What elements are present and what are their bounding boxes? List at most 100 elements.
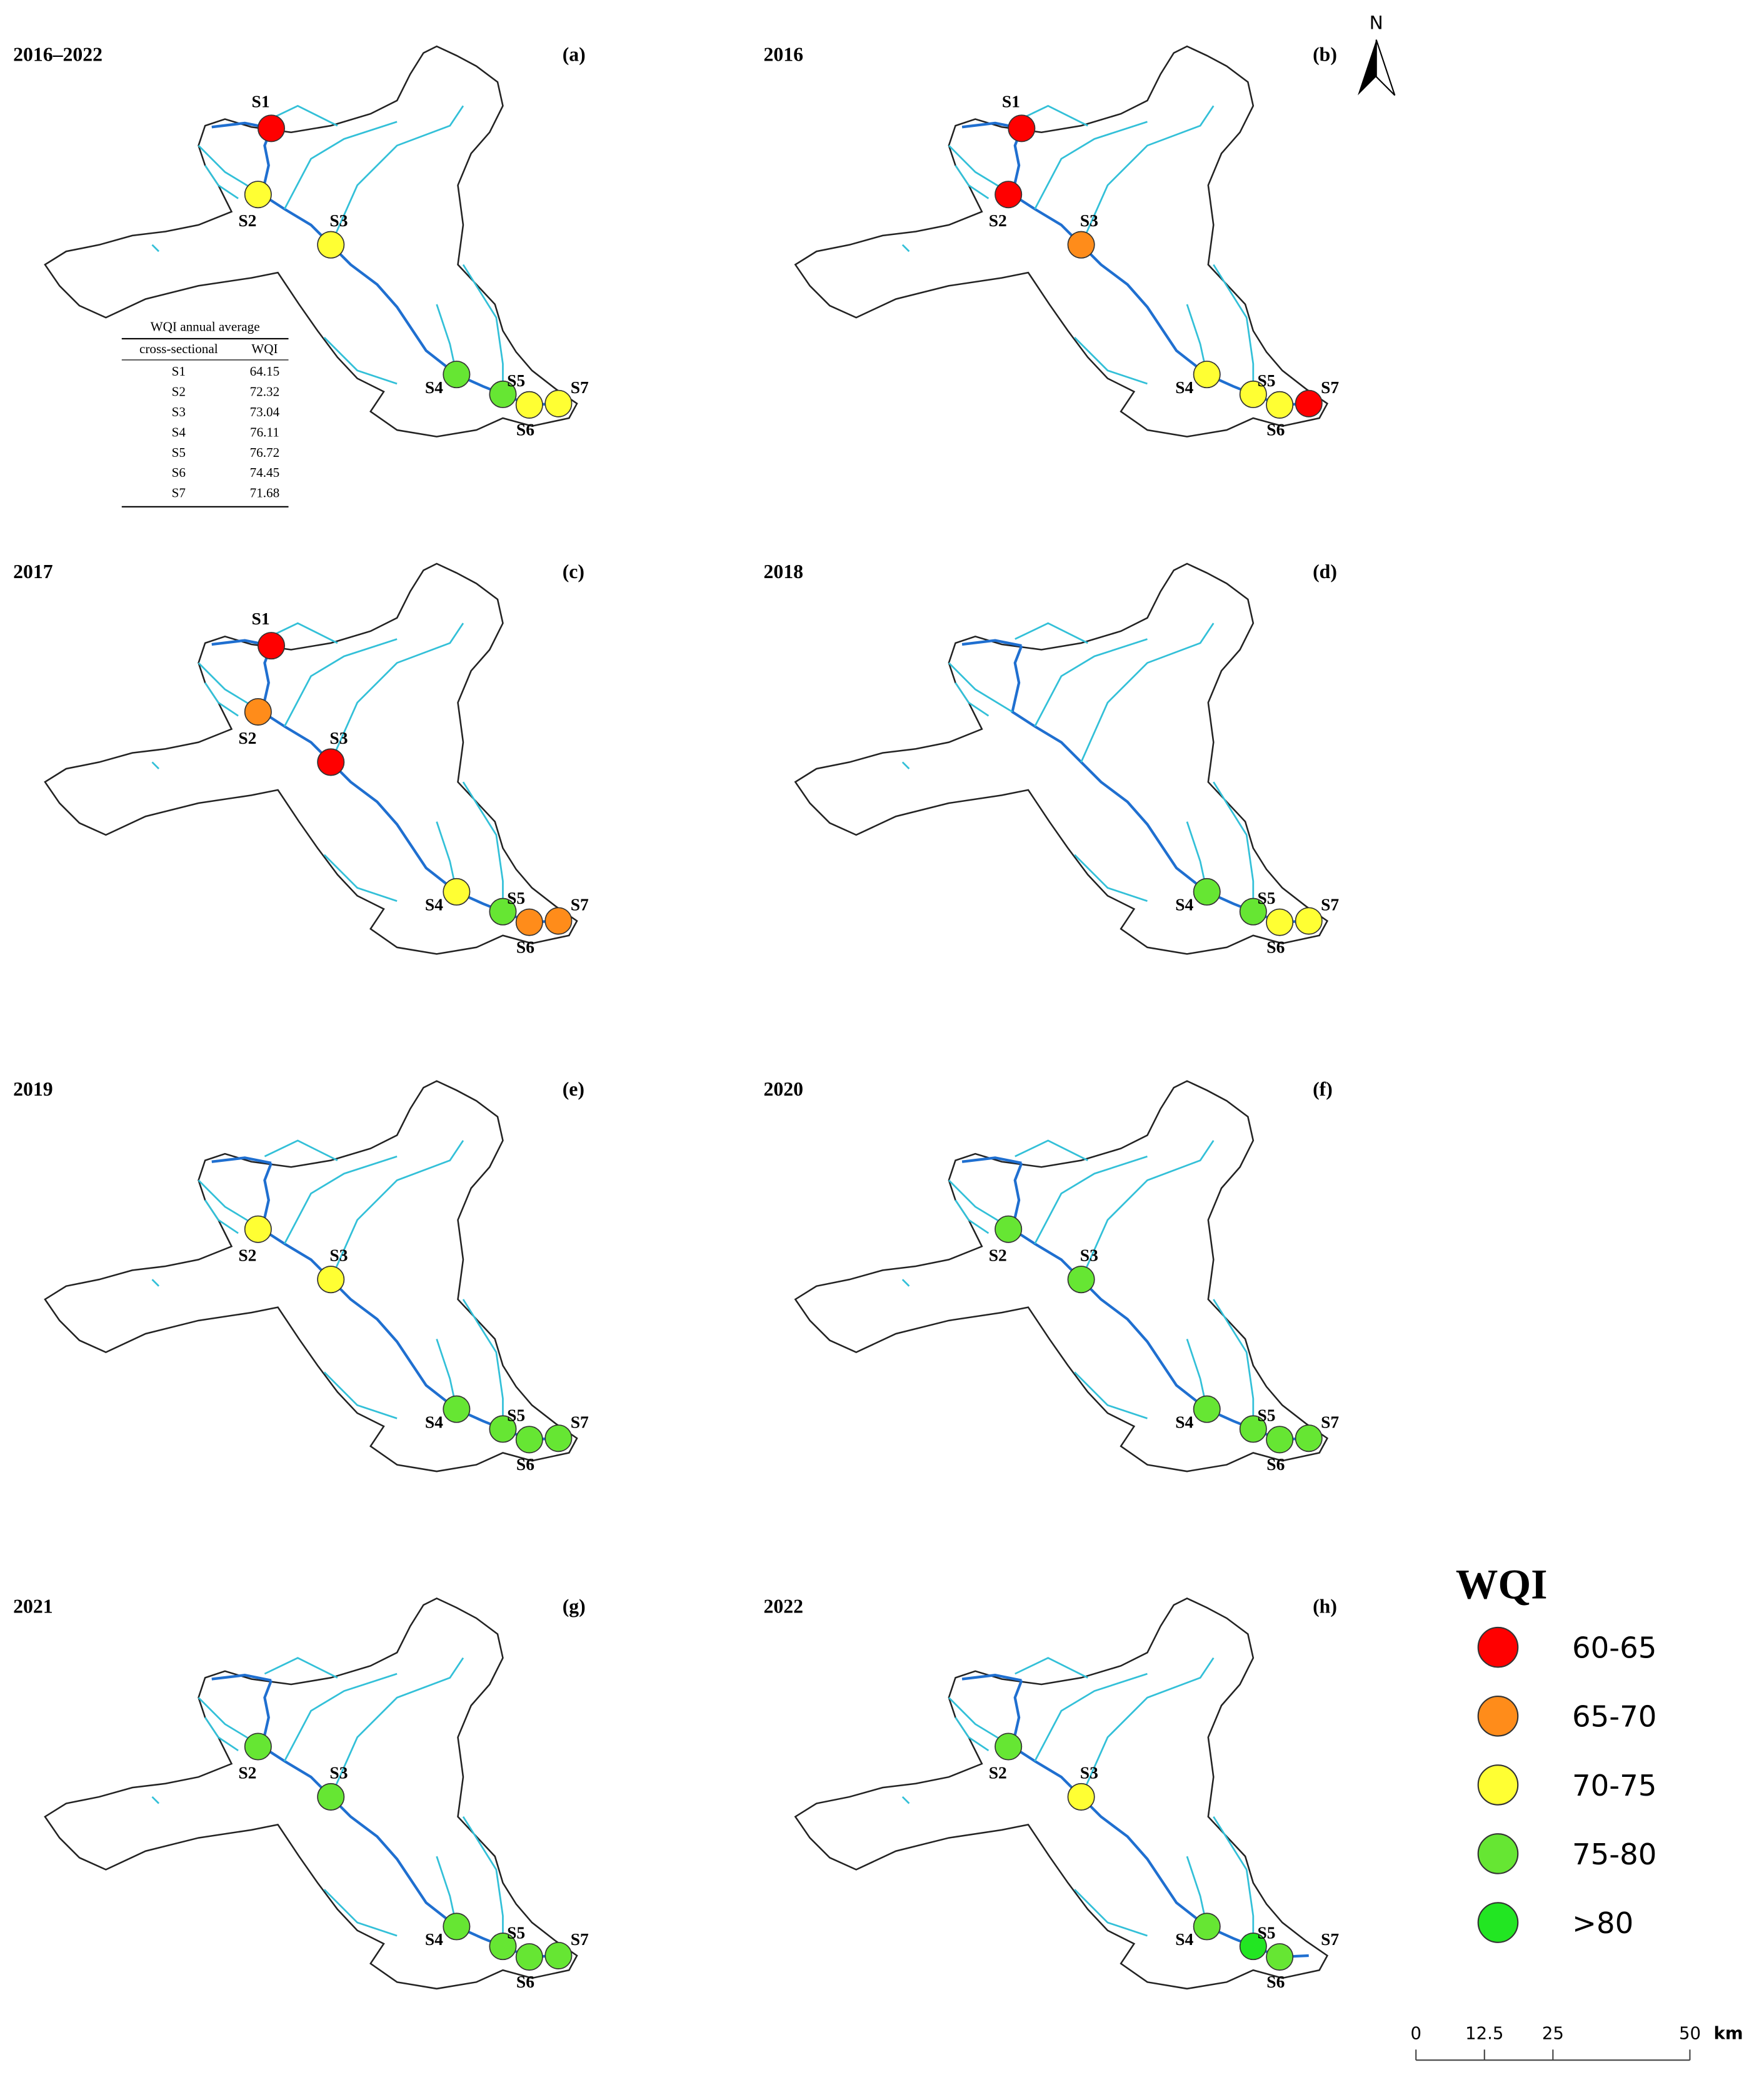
table-cell: S3 xyxy=(172,404,186,419)
legend-label: >80 xyxy=(1572,1906,1633,1940)
station-marker xyxy=(443,1395,471,1423)
station-marker xyxy=(489,1932,517,1961)
legend-swatch xyxy=(1477,1902,1519,1943)
station-marker xyxy=(257,632,286,660)
station-marker xyxy=(995,181,1023,209)
station-marker xyxy=(515,1943,543,1971)
table-header: WQI xyxy=(251,341,278,356)
table-cell: S5 xyxy=(172,445,186,460)
station-marker xyxy=(1239,1932,1267,1961)
station-marker xyxy=(489,898,517,926)
legend-label: 75-80 xyxy=(1572,1838,1656,1871)
station-marker xyxy=(1193,361,1221,389)
basin-map xyxy=(795,1598,1327,1989)
station-label: S4 xyxy=(425,1412,443,1431)
station-marker xyxy=(1239,898,1267,926)
station-label: S4 xyxy=(425,895,443,914)
basin-map xyxy=(795,564,1327,954)
station-label: S1 xyxy=(252,91,270,111)
north-arrow-right xyxy=(1375,39,1396,96)
north-label: N xyxy=(1370,12,1383,34)
panel-year: 2019 xyxy=(13,1078,53,1100)
panel-letter: (e) xyxy=(563,1078,584,1100)
panel-year: 2016–2022 xyxy=(13,43,103,65)
table-cell: S2 xyxy=(172,384,186,399)
station-label: S5 xyxy=(507,1406,525,1425)
scale-label: 25 xyxy=(1542,2023,1564,2043)
panel-letter: (f) xyxy=(1313,1078,1333,1100)
station-label: S7 xyxy=(1321,1412,1339,1431)
station-label: S3 xyxy=(1080,211,1098,230)
station-label: S6 xyxy=(1266,937,1285,956)
table-cell: S1 xyxy=(172,364,186,379)
station-label: S1 xyxy=(252,609,270,628)
station-marker xyxy=(1193,1912,1221,1941)
panel-year: 2022 xyxy=(764,1596,804,1618)
station-marker xyxy=(515,1426,543,1454)
station-label: S5 xyxy=(1257,1922,1275,1942)
map-panel: 2019 (e) S2 S3 S4 S5 S6 S7 xyxy=(13,1078,589,1474)
station-label: S7 xyxy=(1321,895,1339,914)
station-marker xyxy=(995,1215,1023,1243)
station-marker xyxy=(544,907,573,935)
north-arrow: N xyxy=(1358,12,1396,96)
basin-map xyxy=(795,46,1327,437)
station-marker xyxy=(1008,114,1036,142)
panel-letter: (a) xyxy=(563,43,586,65)
panel-year: 2021 xyxy=(13,1596,53,1618)
station-label: S2 xyxy=(989,1246,1007,1265)
map-panel: 2018 (d) S4 S5 S6 S7 xyxy=(764,561,1340,956)
legend-swatch xyxy=(1477,1626,1519,1668)
legend-label: 70-75 xyxy=(1572,1769,1656,1802)
station-label: S2 xyxy=(989,211,1007,230)
station-marker xyxy=(244,181,272,209)
station-label: S7 xyxy=(571,895,589,914)
station-label: S7 xyxy=(571,1412,589,1431)
station-marker xyxy=(1266,391,1294,419)
station-marker xyxy=(1067,1782,1095,1811)
scale-label: 12.5 xyxy=(1465,2023,1503,2043)
map-panel: 2016–2022 (a) S1 S2 S3 S4 S5 S6 S7 xyxy=(13,43,589,439)
panel-year: 2020 xyxy=(764,1078,804,1100)
station-label: S6 xyxy=(1266,1972,1285,1991)
station-marker xyxy=(317,748,345,776)
legend-label: 60-65 xyxy=(1572,1631,1656,1665)
table-cell: 76.11 xyxy=(250,424,279,439)
station-label: S6 xyxy=(516,1972,534,1991)
station-marker xyxy=(489,380,517,408)
station-label: S3 xyxy=(329,1246,348,1265)
station-label: S2 xyxy=(238,728,256,748)
station-label: S3 xyxy=(1080,1246,1098,1265)
station-marker xyxy=(1193,878,1221,906)
legend-swatch xyxy=(1477,1833,1519,1874)
station-marker xyxy=(317,231,345,259)
legend: WQI 60-65 65-70 70-75 75-80 >80 xyxy=(1456,1561,1656,1943)
panels: 2016–2022 (a) S1 S2 S3 S4 S5 S6 S7 2016 (b) S1 S2 S3 S… xyxy=(13,43,1339,1991)
station-label: S4 xyxy=(1175,1412,1193,1431)
station-marker xyxy=(244,1215,272,1243)
scale-bar: 0 12.5 25 50 km xyxy=(1410,2023,1743,2061)
station-marker xyxy=(443,1912,471,1941)
station-label: S2 xyxy=(238,1246,256,1265)
table-cell: S7 xyxy=(172,486,186,501)
station-marker xyxy=(317,1782,345,1811)
station-marker xyxy=(544,1941,573,1970)
station-marker xyxy=(1266,1426,1294,1454)
station-label: S4 xyxy=(425,378,443,397)
station-label: S3 xyxy=(329,728,348,748)
table-cell: 74.45 xyxy=(250,465,280,480)
station-label: S7 xyxy=(571,378,589,397)
table-cell: S6 xyxy=(172,465,186,480)
table-header: cross-sectional xyxy=(139,341,218,356)
station-marker xyxy=(515,908,543,936)
panel-year: 2016 xyxy=(764,43,804,65)
station-label: S3 xyxy=(329,1762,348,1782)
legend-title: WQI xyxy=(1456,1561,1548,1608)
basin-map xyxy=(45,46,577,437)
station-marker xyxy=(1239,1415,1267,1443)
station-label: S5 xyxy=(1257,371,1275,390)
station-label: S7 xyxy=(1321,378,1339,397)
station-label: S1 xyxy=(1002,91,1020,111)
panel-letter: (d) xyxy=(1313,561,1337,582)
scale-label: 50 xyxy=(1679,2023,1701,2043)
